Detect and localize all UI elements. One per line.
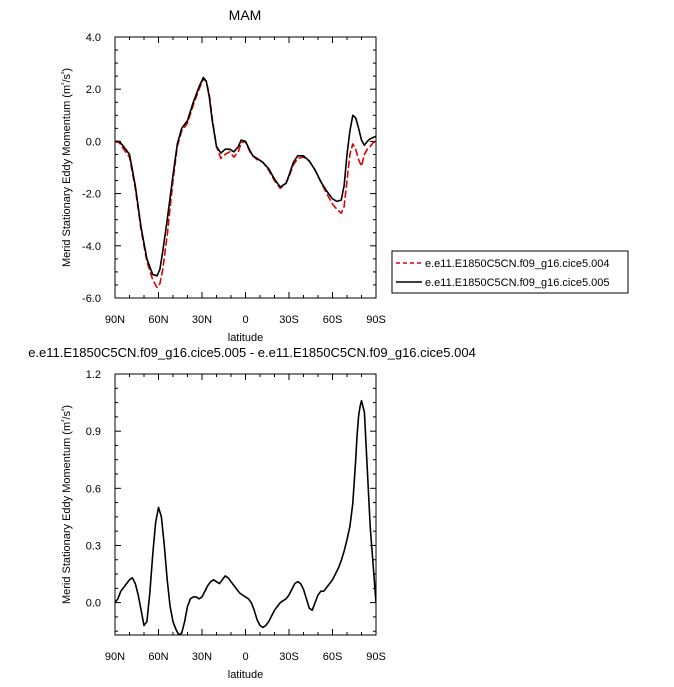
legend-box [391,250,629,294]
x-tick-label: 0 [242,314,248,326]
x-tick-label: 90N [105,314,125,326]
y-tick-label: 0.0 [86,136,101,148]
y-tick-label: 0.0 [86,598,101,610]
y-tick-label: 0.9 [86,426,101,438]
y-tick-label: -4.0 [82,241,101,253]
series-line-1 [115,399,376,635]
x-tick-label: 90S [366,314,386,326]
x-tick-label: 60N [148,314,168,326]
y-tick-label: 2.0 [86,84,101,96]
chart-title: MAM [229,7,262,23]
bottom-panel-difference: e.e11.E1850C5CN.f09_g16.cice5.005 - e.e1… [28,345,476,681]
legend: e.e11.E1850C5CN.f09_g16.cice5.004 e.e11.E… [391,250,629,294]
y-tick-label: -2.0 [82,189,101,201]
legend-label-2: e.e11.E1850C5CN.f09_g16.cice5.005 [425,277,610,289]
y-tick-label: 0.3 [86,540,101,552]
x-tick-label: 30N [192,651,212,663]
x-tick-label: 30N [192,314,212,326]
x-tick-label: 60S [323,651,343,663]
x-tick-label: 60S [323,314,343,326]
x-tick-label: 30S [279,651,299,663]
y-tick-label: -6.0 [82,293,101,305]
y-axis-label: Merid Stationary Eddy Momentum (m²/s²) [61,68,73,267]
x-tick-label: 30S [279,314,299,326]
top-panel-mam: MAM 90N 60N 30N 0 30S 60S 90S 4.0 2.0 0.0 -2.0 -4.0 -… [61,7,386,344]
x-tick-label: 60N [148,651,168,663]
y-tick-label: 4.0 [86,32,101,44]
series-line-2 [115,76,376,277]
plot-frame [114,36,377,299]
x-tick-label: 0 [242,651,248,663]
x-axis-label: latitude [228,332,263,344]
y-axis-label: Merid Stationary Eddy Momentum (m²/s²) [61,405,73,604]
y-tick-label: 0.6 [86,483,101,495]
plot-frame [114,373,377,636]
x-tick-label: 90S [366,651,386,663]
x-axis-label: latitude [228,669,263,681]
y-tick-label: 1.2 [86,369,101,381]
chart-title: e.e11.E1850C5CN.f09_g16.cice5.005 - e.e1… [28,345,476,360]
legend-label-1: e.e11.E1850C5CN.f09_g16.cice5.004 [425,258,610,270]
x-tick-label: 90N [105,651,125,663]
